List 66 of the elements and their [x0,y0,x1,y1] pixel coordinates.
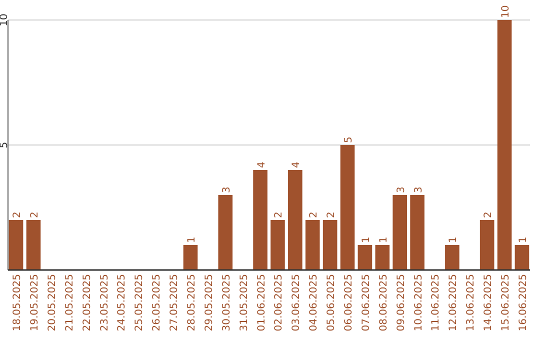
x-tick-label: 03.06.2025 [291,274,302,332]
data-label: 2 [274,212,285,218]
x-tick-label: 09.06.2025 [396,274,407,332]
data-label: 1 [186,236,198,243]
x-tick-label: 15.06.2025 [500,274,512,332]
x-tick-label: 26.05.2025 [152,274,163,332]
data-label: 3 [396,186,407,193]
bar [8,220,24,270]
bar [305,220,320,270]
data-label: 10 [500,5,512,18]
x-tick-label: 05.06.2025 [326,274,338,332]
data-label: 4 [256,162,268,168]
data-label: 5 [344,136,355,143]
bar [358,245,372,270]
bar [514,245,530,270]
x-tick-label: 22.05.2025 [82,274,93,332]
x-tick-label: 30.05.2025 [221,274,232,332]
x-tick-label: 04.06.2025 [308,274,320,332]
data-label: 1 [360,236,372,243]
x-tick-label: 06.06.2025 [344,274,355,332]
x-tick-label: 12.06.2025 [448,274,460,332]
data-label: 2 [483,212,494,218]
x-tick-label: 29.05.2025 [204,274,215,332]
x-tick-label: 07.06.2025 [360,274,372,332]
x-tick-label: 11.06.2025 [430,274,442,332]
x-tick-label: 16.06.2025 [518,274,529,332]
bar [392,195,407,270]
data-label: 1 [448,236,460,243]
data-label: 3 [221,186,232,193]
bar [218,195,233,270]
data-label: 1 [378,236,390,243]
bar [497,20,512,270]
data-label: 4 [291,162,302,168]
bar [375,245,390,270]
bar [183,245,198,270]
bar [340,145,355,270]
bar [270,220,285,270]
x-tick-label: 24.05.2025 [116,274,128,332]
data-label: 2 [326,212,338,218]
bar [253,170,268,270]
x-tick-label: 18.05.2025 [12,274,24,332]
x-tick-label: 01.06.2025 [256,274,268,332]
x-tick-label: 28.05.2025 [186,274,198,332]
x-tick-label: 31.05.2025 [238,274,250,332]
data-label: 3 [413,186,424,193]
bar [410,195,424,270]
x-tick-label: 23.05.2025 [99,274,110,332]
x-tick-label: 13.06.2025 [466,274,477,332]
bar [445,245,460,270]
x-tick-label: 08.06.2025 [378,274,390,332]
data-label: 1 [518,236,529,243]
x-tick-label: 14.06.2025 [483,274,494,332]
x-tick-label: 21.05.2025 [64,274,76,332]
bar [480,220,494,270]
x-tick-label: 20.05.2025 [46,274,58,332]
x-tick-label: 27.05.2025 [169,274,180,332]
x-tick-label: 19.05.2025 [29,274,40,332]
data-label: 2 [29,212,40,218]
x-tick-label: 10.06.2025 [413,274,424,332]
x-tick-label: 25.05.2025 [134,274,146,332]
data-label: 2 [308,212,320,218]
bar [288,170,302,270]
bar [322,220,338,270]
x-tick-label: 02.06.2025 [274,274,285,332]
data-label: 2 [12,212,24,218]
bar [26,220,41,270]
